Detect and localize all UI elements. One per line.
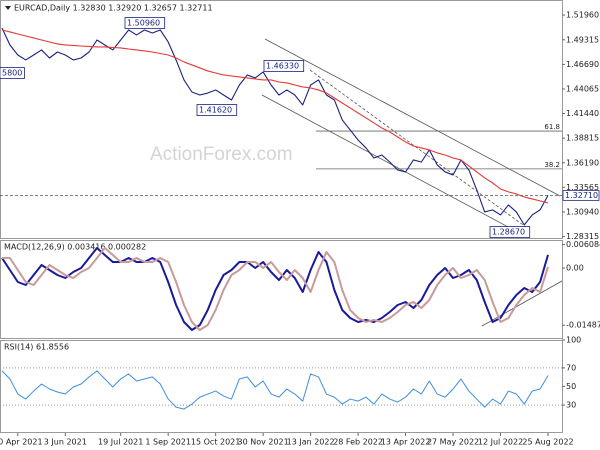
- x-tick-label: 13 Jan 2022: [287, 438, 335, 447]
- x-tick-label: 15 Oct 2021: [191, 438, 240, 447]
- y-tick-label: 1.36190: [566, 158, 599, 167]
- y-tick-label: 50: [566, 382, 576, 391]
- channel-mid: [309, 69, 531, 231]
- rsi-title: RSI(14) 61.8556: [4, 343, 69, 352]
- channel-upper: [264, 38, 561, 197]
- annotation: 1.28670: [492, 228, 525, 237]
- x-tick-label: 19 Jul 2021: [98, 438, 143, 447]
- x-tick-label: 13 Apr 2022: [381, 438, 430, 447]
- y-tick-label: 1.51960: [566, 10, 599, 19]
- x-tick-label: 12 Jul 2022: [478, 438, 523, 447]
- price-panel: [0, 0, 563, 239]
- y-tick-label: 1.30940: [566, 207, 599, 216]
- y-tick-label: 1.44065: [566, 84, 599, 93]
- last-price-label: 1.32710: [565, 191, 598, 200]
- x-tick-label: 20 Apr 2021: [0, 438, 43, 447]
- annotation-box: [489, 226, 531, 238]
- watermark: ActionForex.com: [150, 144, 293, 165]
- macd-title: MACD(12,26,9) 0.003416 0.000282: [4, 243, 146, 252]
- x-tick-label: 27 May 2022: [427, 438, 479, 447]
- y-tick-label: 0.006084: [566, 240, 600, 249]
- series-line: [2, 247, 549, 331]
- fib-label: 61.8: [544, 123, 560, 131]
- annotation: 1.41620: [199, 106, 232, 115]
- x-tick-label: 30 Nov 2021: [238, 438, 289, 447]
- y-tick-label: 1.33565: [566, 183, 599, 192]
- y-tick-label: 1.41440: [566, 109, 599, 118]
- annotation-box: [196, 104, 238, 116]
- annotation-box: [263, 60, 305, 72]
- annotation: 1.46330: [266, 62, 299, 71]
- x-tick-label: 25 Aug 2022: [522, 438, 573, 447]
- series-line: [1, 27, 549, 226]
- last-price-box: [562, 189, 600, 201]
- y-tick-label: 100: [566, 336, 581, 345]
- annotation: 5800: [2, 69, 22, 78]
- y-tick-label: -0.014876: [566, 321, 600, 330]
- fib-label: 38.2: [544, 161, 560, 169]
- y-tick-label: 30: [566, 401, 576, 410]
- annotation: 1.50960: [127, 19, 160, 28]
- series-line: [1, 370, 549, 410]
- y-tick-label: 1.46690: [566, 60, 599, 69]
- macd-panel: [0, 240, 563, 339]
- y-tick-label: 1.38815: [566, 134, 599, 143]
- x-tick-label: 28 Feb 2022: [333, 438, 383, 447]
- x-tick-label: 3 Jun 2021: [44, 438, 87, 447]
- y-tick-label: 1.49315: [566, 35, 599, 44]
- annotation-box: [0, 67, 25, 79]
- series-line: [1, 29, 549, 204]
- x-tick-label: 1 Sep 2021: [145, 438, 191, 447]
- price-title: EURCAD,Daily 1.32830 1.32920 1.32657 1.3…: [14, 4, 213, 13]
- annotation-box: [124, 17, 166, 29]
- title-arrow: [5, 6, 11, 10]
- macd-trendline: [481, 280, 563, 327]
- series-line: [1, 247, 549, 331]
- y-tick-label: 0.00: [566, 264, 584, 273]
- y-tick-label: 1.28315: [566, 232, 599, 241]
- y-tick-label: 70: [566, 363, 576, 372]
